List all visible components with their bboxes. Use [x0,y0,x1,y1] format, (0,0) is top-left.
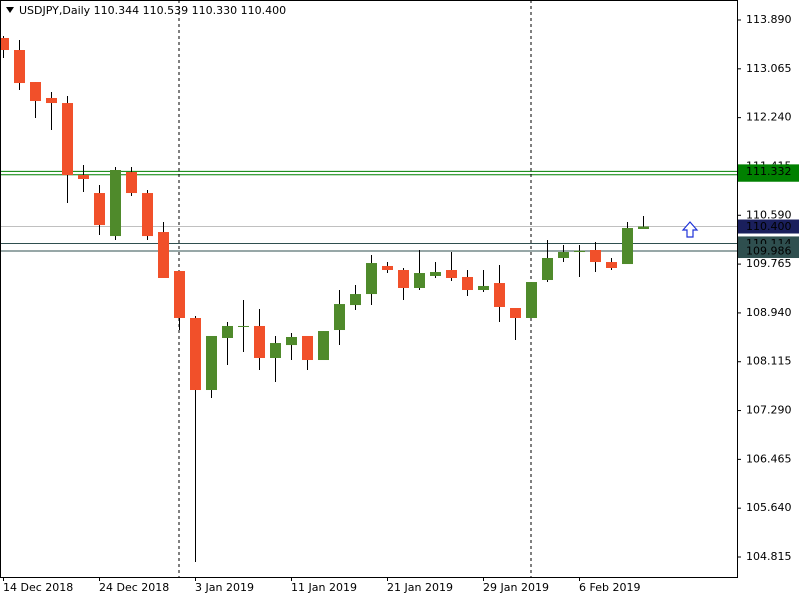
candle-body [270,343,281,358]
candle-body [78,175,89,179]
candle-body [462,276,473,291]
candle-body [526,282,537,318]
x-tick-label: 6 Feb 2019 [579,581,640,594]
candle-body [574,250,585,253]
level-label: 111.332 [746,165,792,178]
level-box [738,164,799,179]
candle-body [30,82,41,102]
level-label: 110.400 [746,220,792,233]
x-tick-label: 11 Jan 2019 [291,581,357,594]
candle-body [510,307,521,318]
candle-body [0,37,9,51]
axis: 113.890113.065112.240111.415110.590109.7… [3,13,799,594]
x-tick-label: 29 Jan 2019 [483,581,549,594]
level-box [738,219,799,234]
candle-body [542,257,553,281]
candle-body [222,325,233,338]
y-tick-label: 113.065 [746,62,792,75]
candle-body [286,336,297,346]
y-tick-label: 105.640 [746,501,792,514]
x-tick-label: 3 Jan 2019 [195,581,254,594]
level-label: 109.986 [746,245,792,258]
candle-body [94,193,105,226]
candle-body [430,272,441,276]
y-tick-label: 112.240 [746,111,792,124]
up-arrow [681,221,699,238]
candle-body [62,103,73,176]
level-box [738,244,799,259]
candle-body [446,270,457,278]
candle-body [366,263,377,295]
y-tick-label: 104.815 [746,550,792,563]
x-tick-label: 21 Jan 2019 [387,581,453,594]
candle-body [350,294,361,306]
y-tick-label: 108.940 [746,306,792,319]
candle-body [142,193,153,237]
y-tick-label: 109.765 [746,257,792,270]
candle-body [158,232,169,278]
candle-body [334,304,345,331]
candle-body [414,273,425,288]
y-tick-label: 110.590 [746,208,792,221]
y-tick-label: 113.890 [746,13,792,26]
candle-body [206,335,217,391]
candle-body [606,262,617,268]
y-tick-label: 106.465 [746,452,792,465]
x-tick-label: 14 Dec 2018 [3,581,73,594]
candle-body [14,50,25,84]
chart-title: USDJPY,Daily 110.344 110.539 110.330 110… [19,4,286,17]
y-tick-label: 107.290 [746,404,792,417]
candle-body [590,250,601,263]
title-triangle [6,7,14,13]
candle-body [478,285,489,291]
candle-body [494,283,505,307]
candle-body [174,271,185,318]
candle-body [638,226,649,230]
candle-body [190,317,201,391]
candles [0,35,649,563]
candle-body [398,270,409,288]
levels [0,170,737,252]
candle-body [302,335,313,361]
x-tick-label: 24 Dec 2018 [99,581,169,594]
candle-body [254,325,265,358]
candle-body [238,325,249,327]
candle-body [126,172,137,194]
candle-body [318,331,329,361]
candle-body [558,252,569,258]
plot-frame [0,0,738,578]
candle-body [46,97,57,104]
candle-body [382,265,393,271]
y-tick-label: 108.115 [746,355,792,368]
candle-body [110,170,121,237]
candle-body [622,227,633,265]
